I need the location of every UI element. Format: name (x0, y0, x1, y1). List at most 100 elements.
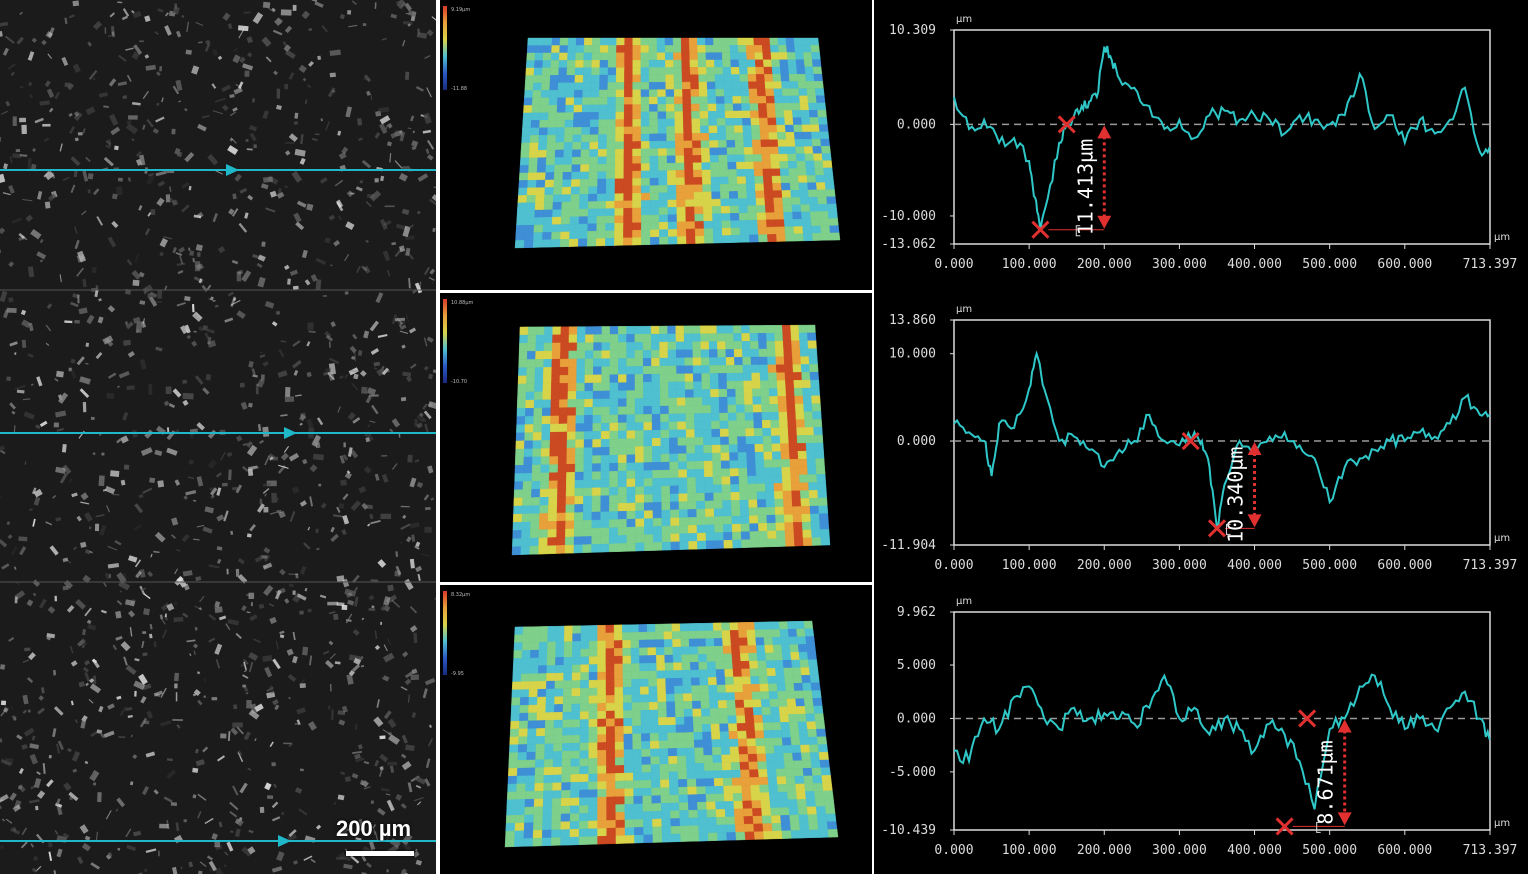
x-tick-label: 300.000 (1152, 843, 1207, 858)
colorbar-min-label: -10.70 (451, 379, 467, 385)
colorbar-max-label: 8.32µm (451, 592, 470, 598)
depth-measurement-label: 10.340µm (1224, 447, 1248, 543)
bracket-mark (1075, 225, 1081, 237)
x-tick-label: 100.000 (1002, 558, 1057, 573)
y-tick-label: 5.000 (897, 658, 936, 673)
x-tick-label: 400.000 (1227, 558, 1282, 573)
lowest-point-marker (1031, 220, 1050, 239)
x-tick-label: 713.397 (1463, 257, 1518, 272)
y-tick-label: -11.904 (881, 538, 936, 553)
y-tick-label: -10.439 (881, 823, 936, 838)
colorbar (443, 6, 447, 90)
height-map-panel-3: 8.32µm -9.95 (440, 585, 872, 874)
profile-chart-panel-2: µm µm 13.860 10.000 0.000 -11.904 0.000 100.000… (874, 290, 1528, 582)
depth-arrow-head-top (1247, 442, 1262, 456)
depth-measurement-label: 8.671µm (1314, 740, 1338, 824)
reference-point-marker (1298, 709, 1317, 728)
y-tick-label: -5.000 (889, 765, 936, 780)
depth-arrow-head-top (1337, 719, 1352, 733)
y-tick-label: 10.309 (889, 23, 936, 38)
row-separator-2 (440, 582, 872, 585)
x-tick-label: 500.000 (1302, 257, 1357, 272)
height-map-surface (504, 620, 839, 848)
y-tick-label: 0.000 (897, 711, 936, 726)
profile-chart-panel-1: µm µm 10.309 0.000 -10.000 -13.062 0.000 100.00… (874, 0, 1528, 290)
x-tick-label: 500.000 (1302, 843, 1357, 858)
colorbar-max-label: 10.88µm (451, 300, 473, 306)
lowest-point-marker (1275, 817, 1294, 836)
x-tick-label: 400.000 (1227, 257, 1282, 272)
y-unit-label: µm (956, 304, 972, 315)
x-tick-label: 100.000 (1002, 257, 1057, 272)
x-tick-label: 200.000 (1077, 558, 1132, 573)
height-map-panel-1: 9.19µm -11.88 (440, 0, 872, 290)
depth-arrow-head-bottom (1247, 514, 1262, 528)
x-tick-label: 100.000 (1002, 843, 1057, 858)
scan-direction-arrow-3 (278, 835, 291, 847)
y-tick-label: 10.000 (889, 347, 936, 362)
plot-frame (953, 611, 1491, 831)
plot-frame (953, 319, 1491, 546)
y-tick-label: 9.962 (897, 605, 936, 620)
height-map-3: 8.32µm -9.95 (443, 591, 839, 848)
row-separator-1 (440, 290, 872, 293)
x-tick-label: 713.397 (1463, 558, 1518, 573)
colorbar (443, 591, 447, 675)
x-tick-label: 600.000 (1377, 257, 1432, 272)
micrograph-texture (0, 0, 436, 874)
y-unit-label: µm (956, 596, 972, 607)
x-tick-label: 0.000 (934, 257, 973, 272)
x-tick-label: 600.000 (1377, 558, 1432, 573)
x-tick-label: 0.000 (934, 558, 973, 573)
y-tick-label: 0.000 (897, 117, 936, 132)
scale-bar (346, 851, 414, 856)
scan-direction-arrow-1 (226, 164, 239, 176)
depth-measurement-label: 11.413µm (1073, 139, 1097, 235)
profile-series-line (953, 45, 1491, 230)
lowest-point-marker (1207, 519, 1227, 538)
height-map-panel-2: 10.88µm -10.70 (440, 293, 872, 582)
reference-point-marker (1181, 431, 1200, 451)
height-map-surface (511, 324, 831, 556)
x-tick-label: 600.000 (1377, 843, 1432, 858)
profile-series-line (953, 673, 1491, 810)
x-tick-label: 300.000 (1152, 558, 1207, 573)
colorbar (443, 299, 447, 383)
depth-arrow-head-bottom (1097, 215, 1112, 229)
x-unit-label: µm (1494, 232, 1510, 243)
x-tick-label: 300.000 (1152, 257, 1207, 272)
y-tick-label: -13.062 (881, 237, 936, 252)
profile-chart-2: µm µm 13.860 10.000 0.000 -11.904 0.000 100.000… (881, 304, 1518, 573)
colorbar-min-label: -11.88 (451, 86, 467, 92)
y-tick-label: 13.860 (889, 313, 936, 328)
profile-series-line (953, 350, 1491, 529)
colorbar-min-label: -9.95 (451, 671, 464, 677)
x-unit-label: µm (1494, 533, 1510, 544)
depth-arrow-head-top (1097, 125, 1112, 139)
scan-direction-arrow-2 (284, 427, 297, 439)
profile-chart-3: µm µm 9.962 5.000 0.000 -5.000 -10.439 0.000 100… (881, 596, 1518, 858)
y-unit-label: µm (956, 14, 972, 25)
x-tick-label: 200.000 (1077, 257, 1132, 272)
y-tick-label: -10.000 (881, 209, 936, 224)
plot-frame (953, 29, 1491, 245)
depth-arrow-head-bottom (1337, 812, 1352, 826)
x-tick-label: 500.000 (1302, 558, 1357, 573)
x-tick-label: 713.397 (1463, 843, 1518, 858)
micrograph-panel: 200 µm (0, 0, 436, 874)
height-map-1: 9.19µm -11.88 (443, 6, 841, 249)
bracket-mark (1316, 821, 1321, 833)
column-separator-2 (872, 0, 874, 874)
micrograph-speckles (0, 0, 436, 874)
profile-chart-1: µm µm 10.309 0.000 -10.000 -13.062 0.000 100.00… (881, 14, 1518, 272)
scale-bar-label: 200 µm (336, 816, 412, 841)
x-tick-label: 200.000 (1077, 843, 1132, 858)
bracket-mark (1226, 523, 1231, 535)
colorbar-max-label: 9.19µm (451, 7, 470, 13)
x-unit-label: µm (1494, 818, 1510, 829)
reference-point-marker (1057, 115, 1076, 134)
x-tick-label: 400.000 (1227, 843, 1282, 858)
column-separator-1 (436, 0, 440, 874)
height-map-surface (514, 37, 841, 249)
x-tick-label: 0.000 (934, 843, 973, 858)
